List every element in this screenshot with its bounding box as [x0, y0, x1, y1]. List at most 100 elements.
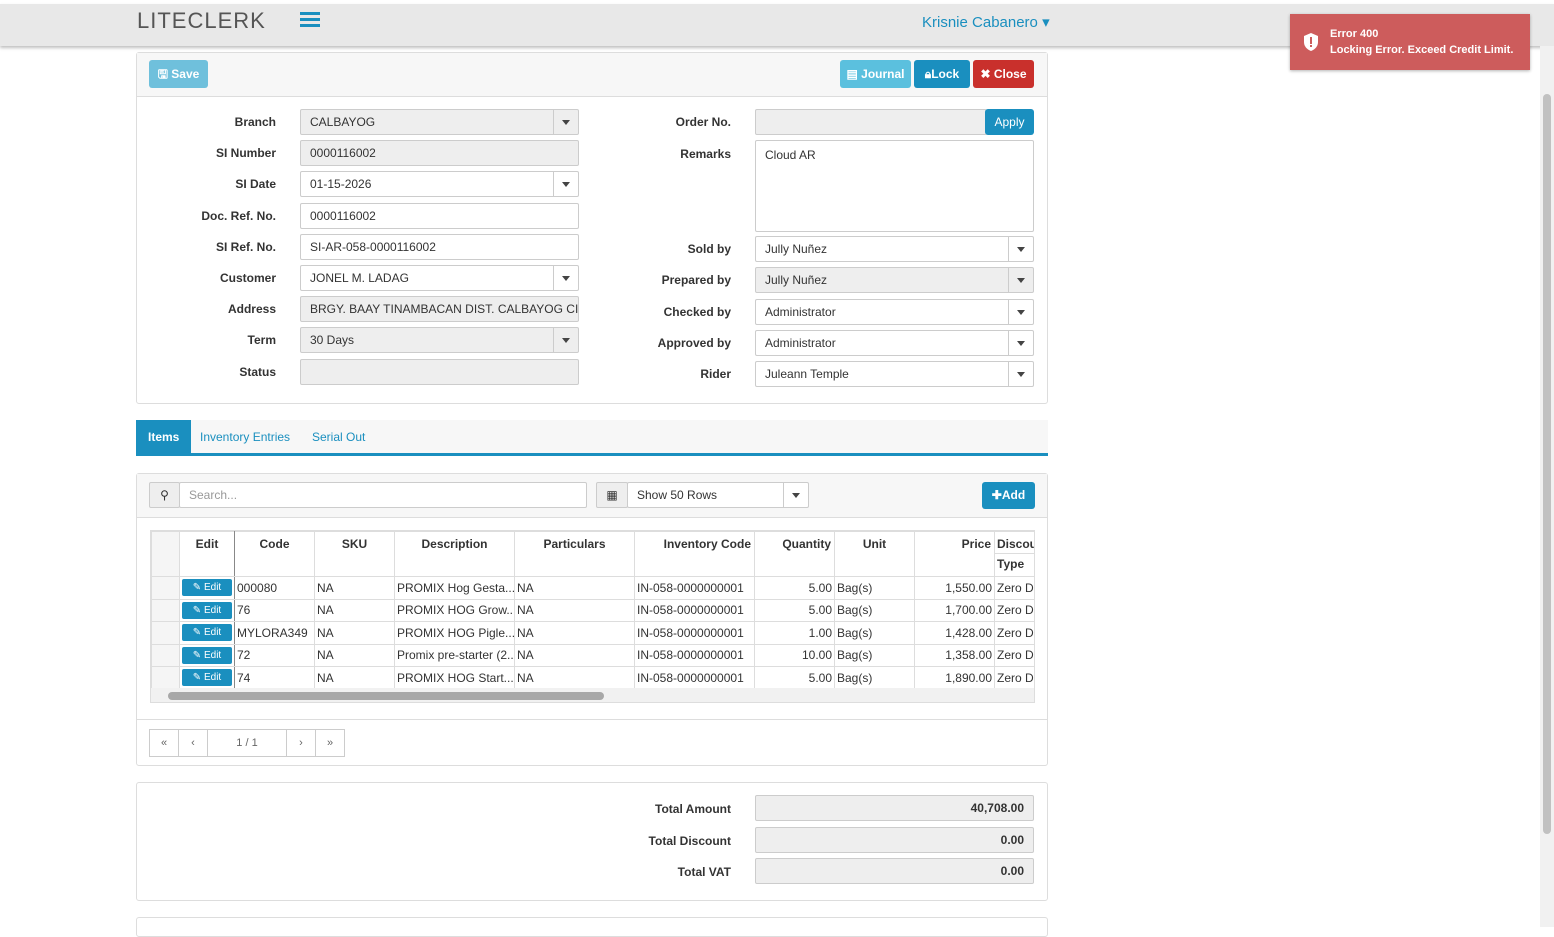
column-header[interactable]: Description [394, 531, 515, 577]
total-label: Total Amount [655, 802, 731, 816]
tab[interactable]: Inventory Entries [200, 430, 291, 444]
search-icon: ⚲ [149, 482, 180, 508]
close-button[interactable]: ✖ Close [973, 60, 1034, 88]
first-page[interactable]: « [149, 729, 179, 757]
dropdown-caret[interactable] [1008, 300, 1033, 324]
cell: 1.00 [754, 621, 835, 645]
dropdown-caret[interactable] [553, 266, 578, 290]
column-header[interactable]: Particulars [514, 531, 635, 577]
row-selector [151, 576, 180, 600]
next-page[interactable]: › [286, 729, 316, 757]
cell: 1,700.00 [914, 598, 995, 622]
field-input[interactable]: Jully Nuñez [755, 267, 1034, 293]
item-row[interactable]: ✎ Edit 74 NA PROMIX HOG Start... NA IN-058-00… [151, 666, 1034, 690]
column-header[interactable]: Discount [994, 531, 1034, 554]
field-label: Order No. [675, 115, 731, 129]
journal-button[interactable]: ▤ Journal [840, 60, 911, 88]
field-input[interactable]: 01-15-2026 [300, 171, 579, 197]
edit-label: Edit [203, 582, 222, 594]
field-input[interactable]: Administrator [755, 299, 1034, 325]
dropdown-caret[interactable] [553, 172, 578, 196]
dropdown-caret[interactable] [1008, 331, 1033, 355]
edit-cell: ✎ Edit [179, 643, 235, 667]
cell: NA [314, 621, 395, 645]
field-input[interactable]: Administrator [755, 330, 1034, 356]
edit-button[interactable]: ✎ Edit [182, 624, 232, 642]
field-value: JONEL M. LADAG [310, 271, 409, 285]
field-input[interactable]: Jully Nuñez [755, 236, 1034, 262]
cell: NA [314, 643, 395, 667]
item-row[interactable]: ✎ Edit 000080 NA PROMIX Hog Gesta... NA IN-05… [151, 576, 1034, 600]
logo[interactable]: LITECLERK [137, 8, 266, 33]
field-value: 0000116002 [310, 209, 376, 223]
edit-label: Edit [203, 604, 222, 616]
dropdown-caret[interactable] [553, 110, 578, 134]
field-input[interactable]: JONEL M. LADAG [300, 265, 579, 291]
h-scroll-thumb[interactable] [168, 692, 604, 700]
last-page[interactable]: » [315, 729, 345, 757]
cell: Bag(s) [834, 666, 915, 690]
scroll-thumb[interactable] [1543, 94, 1551, 834]
dropdown-caret[interactable] [1008, 268, 1033, 292]
menu-toggle[interactable] [300, 11, 320, 29]
user-name[interactable]: Krisnie Cabanero [922, 14, 1038, 31]
edit-cell: ✎ Edit [179, 666, 235, 690]
column-header[interactable]: Inventory Code [634, 531, 755, 577]
toast-icon [1304, 33, 1318, 51]
row-selector [151, 666, 180, 690]
remarks-textarea[interactable]: Cloud AR [755, 140, 1034, 232]
cell: 74 [234, 666, 315, 690]
search-input[interactable]: Search... [179, 482, 587, 508]
cell: PROMIX HOG Pigle... [394, 621, 515, 645]
save-button[interactable]: 🖫 Save [149, 60, 208, 88]
field-input[interactable]: CALBAYOG [300, 109, 579, 135]
tab-bar [136, 420, 1048, 456]
edit-button[interactable]: ✎ Edit [182, 669, 232, 687]
item-row[interactable]: ✎ Edit 76 NA PROMIX HOG Grow... NA IN-058-000… [151, 598, 1034, 622]
column-header[interactable]: Price [914, 531, 995, 577]
h-scrollbar[interactable] [151, 688, 1034, 702]
field-label: SI Date [235, 177, 276, 191]
field-input[interactable]: SI-AR-058-0000116002 [300, 234, 579, 260]
tab[interactable]: Items [136, 420, 192, 454]
prev-page[interactable]: ‹ [178, 729, 208, 757]
scrollbar[interactable] [1540, 46, 1554, 927]
error-toast[interactable]: Error 400 Locking Error. Exceed Credit L… [1290, 14, 1530, 70]
column-header[interactable]: Code [234, 531, 315, 577]
item-row[interactable]: ✎ Edit 72 NA Promix pre-starter (2... NA IN-0… [151, 643, 1034, 667]
cell: IN-058-0000000001 [634, 621, 755, 645]
field-label: Rider [700, 367, 731, 381]
field-input[interactable]: 0000116002 [300, 203, 579, 229]
item-row[interactable]: ✎ Edit MYLORA349 NA PROMIX HOG Pigle... NA IN… [151, 621, 1034, 645]
dropdown-caret[interactable] [1008, 237, 1033, 261]
column-header[interactable]: Unit [834, 531, 915, 577]
user-menu[interactable]: Krisnie Cabanero ▾ [922, 14, 1050, 31]
field-input[interactable] [300, 359, 579, 385]
dropdown-caret[interactable] [553, 328, 578, 352]
field-label: Term [247, 333, 276, 347]
lock-button[interactable]: 🔒︎Lock [914, 60, 970, 88]
cell: NA [314, 598, 395, 622]
cell: NA [314, 666, 395, 690]
edit-button[interactable]: ✎ Edit [182, 646, 232, 664]
cell: PROMIX Hog Gesta... [394, 576, 515, 600]
field-value: 0000116002 [310, 146, 376, 160]
column-header[interactable]: Quantity [754, 531, 835, 577]
field-input[interactable]: 0000116002 [300, 140, 579, 166]
field-label: Customer [219, 271, 276, 285]
field-input[interactable]: Juleann Temple [755, 361, 1034, 387]
field-input[interactable]: BRGY. BAAY TINAMBACAN DIST. CALBAYOG CIT [300, 296, 579, 322]
rows-select[interactable]: Show 50 Rows [627, 482, 809, 508]
edit-button[interactable]: ✎ Edit [182, 601, 232, 619]
add-button[interactable]: ✚Add [982, 482, 1035, 509]
field-input[interactable]: 30 Days [300, 327, 579, 353]
edit-button[interactable]: ✎ Edit [182, 579, 232, 597]
order-input[interactable] [755, 109, 987, 135]
tab[interactable]: Serial Out [312, 430, 366, 444]
apply-button[interactable]: Apply [985, 109, 1034, 135]
cell: 5.00 [754, 576, 835, 600]
column-header[interactable]: SKU [314, 531, 395, 577]
dropdown-caret[interactable] [1008, 362, 1033, 386]
column-header[interactable]: Edit [179, 531, 235, 577]
